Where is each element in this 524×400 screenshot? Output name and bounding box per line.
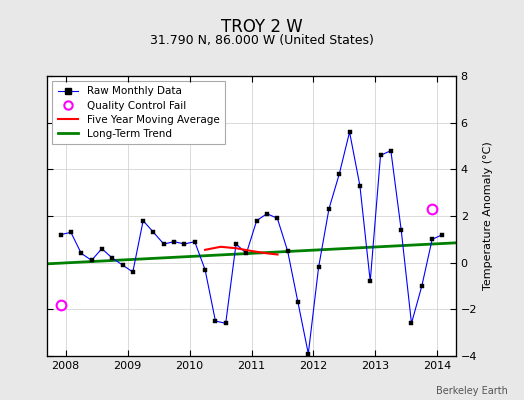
- Legend: Raw Monthly Data, Quality Control Fail, Five Year Moving Average, Long-Term Tren: Raw Monthly Data, Quality Control Fail, …: [52, 81, 225, 144]
- Text: TROY 2 W: TROY 2 W: [221, 18, 303, 36]
- Text: Berkeley Earth: Berkeley Earth: [436, 386, 508, 396]
- Text: 31.790 N, 86.000 W (United States): 31.790 N, 86.000 W (United States): [150, 34, 374, 47]
- Y-axis label: Temperature Anomaly (°C): Temperature Anomaly (°C): [483, 142, 493, 290]
